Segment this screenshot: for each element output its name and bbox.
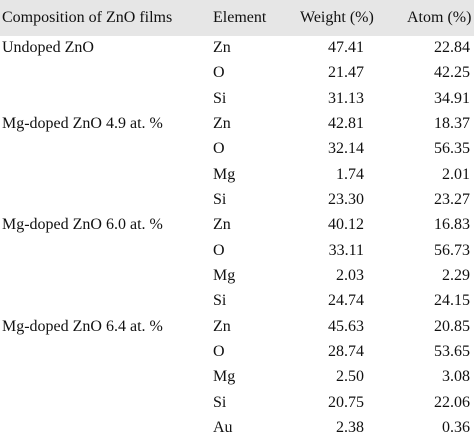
weight-cell: 40.12 — [328, 216, 364, 234]
composition-cell: Undoped ZnO — [2, 39, 94, 56]
element-cell: Si — [213, 190, 227, 208]
element-cell: Mg — [213, 266, 236, 284]
header-cell: Atom (%) — [407, 9, 472, 26]
weight-cell: 24.74 — [328, 292, 364, 310]
element-cell: Si — [213, 393, 227, 411]
weight-cell: 1.74 — [336, 165, 364, 183]
weight-cell: 32.14 — [328, 140, 364, 158]
atom-cell: 16.83 — [434, 216, 470, 234]
composition-cell: Mg-doped ZnO 6.4 at. % — [2, 317, 163, 335]
weight-cell: 2.38 — [336, 418, 364, 436]
atom-cell: 20.85 — [434, 317, 470, 335]
atom-cell: 18.37 — [434, 114, 470, 132]
atom-cell: 2.29 — [442, 266, 470, 284]
weight-cell: 47.41 — [328, 39, 364, 56]
element-cell: Au — [213, 418, 233, 436]
element-cell: Zn — [213, 317, 231, 335]
atom-cell: 22.84 — [434, 39, 470, 56]
element-cell: O — [213, 241, 225, 259]
element-cell: Si — [213, 292, 227, 310]
weight-cell: 42.81 — [328, 114, 364, 132]
composition-cell: Mg-doped ZnO 4.9 at. % — [2, 114, 163, 132]
composition-cell: Mg-doped ZnO 6.0 at. % — [2, 216, 163, 234]
element-cell: O — [213, 64, 225, 82]
atom-cell: 22.06 — [434, 393, 470, 411]
weight-cell: 33.11 — [328, 241, 364, 259]
atom-cell: 56.73 — [434, 241, 470, 259]
weight-cell: 31.13 — [328, 89, 364, 107]
atom-cell: 2.01 — [442, 165, 470, 183]
atom-cell: 23.27 — [434, 190, 470, 208]
weight-cell: 28.74 — [328, 342, 364, 360]
header-cell: Weight (%) — [300, 9, 374, 26]
element-cell: Mg — [213, 368, 236, 386]
element-cell: Zn — [213, 216, 231, 234]
weight-cell: 20.75 — [328, 393, 364, 411]
atom-cell: 56.35 — [434, 140, 470, 158]
element-cell: Mg — [213, 165, 236, 183]
atom-cell: 34.91 — [434, 89, 470, 107]
weight-cell: 2.50 — [336, 368, 364, 386]
weight-cell: 21.47 — [328, 64, 364, 82]
header-cell: Composition of ZnO films — [2, 9, 173, 26]
weight-cell: 2.03 — [336, 266, 364, 284]
weight-cell: 23.30 — [328, 190, 364, 208]
element-cell: Zn — [213, 39, 231, 56]
element-cell: Zn — [213, 114, 231, 132]
atom-cell: 3.08 — [442, 368, 470, 386]
header-background — [0, 0, 474, 36]
element-cell: O — [213, 342, 225, 360]
atom-cell: 0.36 — [442, 418, 470, 436]
element-cell: Si — [213, 89, 227, 107]
element-cell: O — [213, 140, 225, 158]
atom-cell: 24.15 — [434, 292, 470, 310]
weight-cell: 45.63 — [328, 317, 364, 335]
atom-cell: 53.65 — [434, 342, 470, 360]
header-cell: Element — [213, 9, 267, 26]
atom-cell: 42.25 — [434, 64, 470, 82]
